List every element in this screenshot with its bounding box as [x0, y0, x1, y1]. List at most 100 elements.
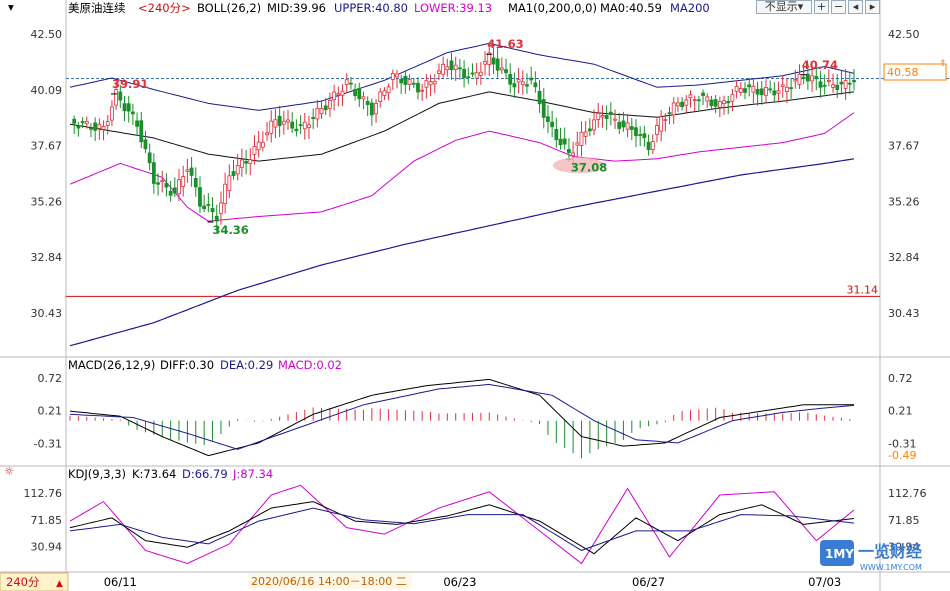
- candle-body: [730, 94, 735, 102]
- candle-body: [168, 190, 173, 196]
- candle-body: [114, 89, 119, 106]
- kdj-j-line: [69, 484, 855, 565]
- extreme-label: 37.08: [571, 160, 607, 174]
- candle-body: [520, 81, 525, 85]
- candle-body: [411, 82, 416, 85]
- candle-body: [76, 125, 81, 129]
- candle-body: [571, 152, 576, 157]
- candle-body: [793, 79, 798, 82]
- candle-body: [156, 182, 160, 185]
- candle-body: [252, 146, 257, 155]
- macd-axis-tick: 0.72: [38, 372, 63, 385]
- candle-body: [260, 141, 265, 148]
- candle-body: [734, 85, 739, 92]
- candle-body: [353, 89, 357, 96]
- extreme-label: 39.91: [112, 77, 148, 91]
- kdj-k-line: [69, 501, 855, 555]
- candle-body: [801, 76, 806, 79]
- x-axis-label: 06/11: [104, 575, 137, 589]
- candle-body: [650, 141, 655, 151]
- double-arrow-icon[interactable]: ⇑: [939, 59, 947, 69]
- candle-body: [617, 121, 622, 129]
- candle-body: [93, 122, 98, 131]
- zoom-out-button[interactable]: −: [831, 0, 846, 14]
- display-toggle-button[interactable]: 不显示▾: [756, 0, 812, 14]
- candle-body: [89, 127, 93, 130]
- candle-body: [604, 114, 609, 120]
- support-line-label: 31.14: [847, 283, 879, 296]
- candle-body: [483, 61, 487, 65]
- price-axis-tick: 40.09: [31, 84, 63, 97]
- candle-body: [84, 120, 89, 125]
- candle-body: [747, 84, 752, 88]
- candle-body: [554, 128, 559, 141]
- price-axis-tick: 37.67: [31, 140, 63, 153]
- candle-body: [785, 86, 789, 92]
- candle-body: [189, 167, 194, 176]
- settings-icon[interactable]: ☼: [4, 464, 14, 478]
- brand-watermark: 1MY 一览财经 WWW.1MY.COM: [820, 540, 922, 572]
- boll-mid-line: [69, 91, 855, 162]
- candle-body: [437, 70, 441, 74]
- candle-body: [227, 175, 232, 192]
- macd-diff: DIFF:0.30: [160, 358, 214, 372]
- up-triangle-icon[interactable]: ▲: [56, 579, 63, 589]
- candle-body: [357, 88, 362, 100]
- candle-body: [550, 121, 555, 128]
- macd-right-tick: -0.31: [888, 438, 916, 451]
- scroll-right-button[interactable]: ▸: [865, 0, 880, 14]
- plus-icon: +: [816, 0, 827, 13]
- candle-body: [265, 132, 269, 136]
- period-selector-label: 240分: [6, 575, 40, 589]
- ma0-value: MA0:40.59: [600, 1, 662, 15]
- macd-right-tick: 0.72: [888, 372, 913, 385]
- minus-icon: −: [833, 0, 844, 13]
- candle-body: [533, 82, 538, 88]
- gear-icon[interactable]: ▾: [8, 0, 14, 14]
- candle-body: [541, 99, 546, 118]
- candle-body: [449, 60, 454, 71]
- candle-body: [277, 115, 282, 127]
- candle-body: [826, 79, 831, 82]
- extreme-label: 40.74: [802, 58, 838, 72]
- candle-body: [676, 102, 680, 107]
- macd-right-tick: -0.49: [888, 449, 916, 462]
- display-toggle-label: 不显示: [764, 0, 798, 13]
- candle-body: [529, 77, 534, 81]
- kdj-j: J:87.34: [232, 467, 273, 481]
- period-tag[interactable]: <240分>: [138, 1, 191, 15]
- candle-body: [126, 103, 131, 112]
- candle-body: [185, 169, 190, 172]
- candle-body: [659, 116, 664, 132]
- scroll-left-button[interactable]: ◂: [848, 0, 863, 14]
- candle-body: [336, 93, 341, 96]
- candle-body: [512, 83, 517, 88]
- candle-body: [713, 99, 718, 107]
- candle-body: [458, 67, 462, 70]
- candle-body: [160, 180, 165, 183]
- candle-body: [231, 171, 236, 177]
- candlesticks: [72, 42, 856, 233]
- brand-name: 一览财经: [858, 542, 922, 561]
- candle-body: [177, 179, 181, 195]
- right-arrow-icon: ▸: [869, 0, 876, 13]
- candle-body: [579, 131, 584, 146]
- candle-body: [206, 204, 211, 206]
- last-price-label: 40.58: [887, 66, 919, 79]
- candle-body: [139, 120, 144, 143]
- candle-body: [583, 131, 588, 137]
- candle-body: [202, 205, 207, 210]
- candle-body: [499, 67, 504, 71]
- candle-body: [193, 178, 198, 188]
- kdj-axis-tick: 71.85: [31, 514, 63, 527]
- zoom-in-button[interactable]: +: [814, 0, 829, 14]
- candle-body: [843, 80, 848, 89]
- candle-body: [810, 75, 814, 82]
- instrument-name: 美原油连续: [68, 1, 126, 15]
- period-selector[interactable]: [0, 572, 69, 591]
- dropdown-arrow-icon: ▾: [797, 0, 804, 13]
- kdj-title: KDJ(9,3,3): [68, 467, 126, 481]
- extreme-label: 41.63: [487, 37, 523, 51]
- candle-body: [424, 80, 429, 88]
